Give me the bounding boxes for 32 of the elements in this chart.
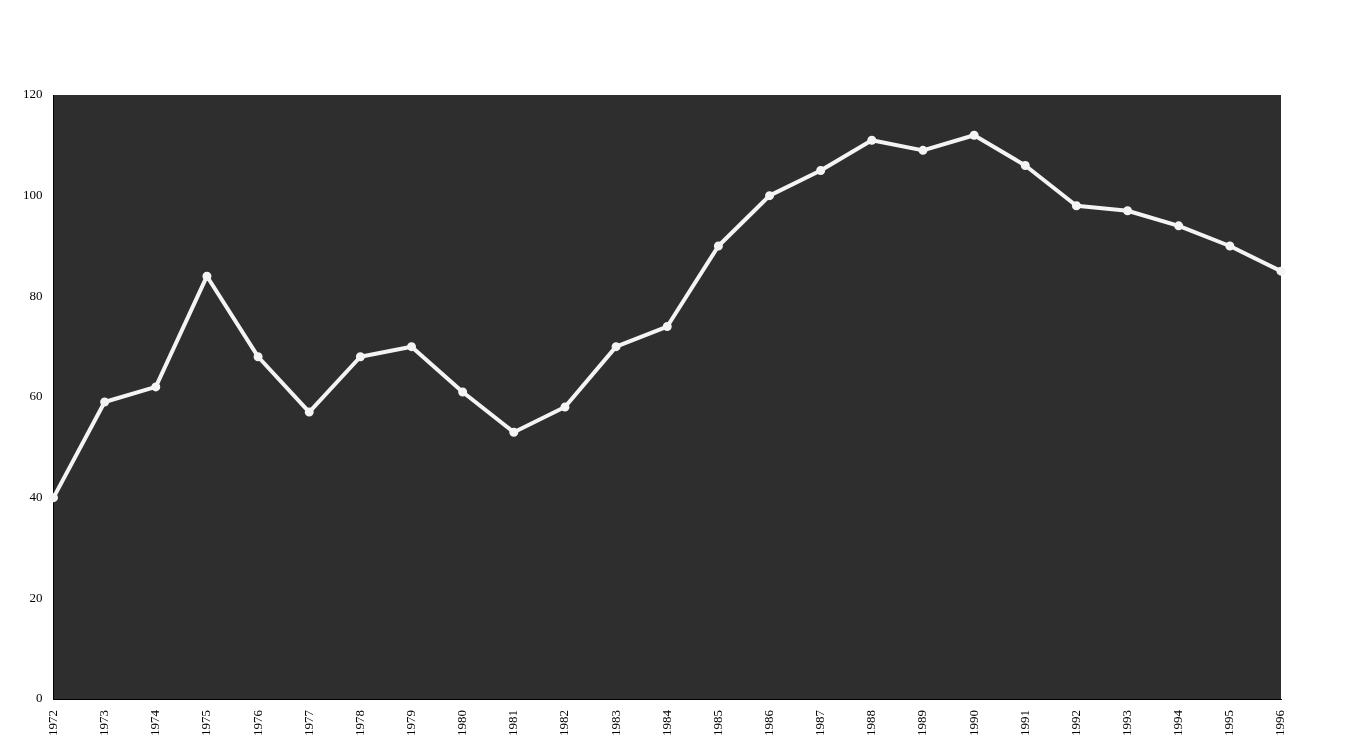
x-tick-label: 1973 — [96, 710, 112, 736]
y-tick-label: 100 — [23, 187, 43, 203]
x-tick-label: 1979 — [402, 710, 418, 736]
x-tick-label: 1996 — [1272, 709, 1288, 736]
y-tick-label: 40 — [29, 489, 43, 505]
y-tick-label: 20 — [29, 589, 43, 605]
x-tick-label: 1986 — [760, 709, 776, 736]
x-tick-label: 1993 — [1118, 710, 1134, 736]
x-tick-label: 1977 — [300, 709, 316, 736]
y-tick-label: 120 — [23, 86, 43, 102]
x-tick-label: 1988 — [863, 710, 879, 736]
x-tick-label: 1990 — [965, 710, 981, 736]
x-tick-label: 1974 — [147, 709, 163, 736]
x-tick-label: 1995 — [1221, 710, 1237, 736]
x-tick-label: 1987 — [812, 709, 828, 736]
y-tick-label: 80 — [29, 287, 43, 303]
x-tick-label: 1978 — [351, 710, 367, 736]
x-tick-label: 1983 — [607, 710, 623, 736]
x-tick-label: 1976 — [249, 709, 265, 736]
x-tick-label: 1982 — [556, 710, 572, 736]
x-tick-label: 1994 — [1170, 709, 1186, 736]
x-tick-label: 1975 — [198, 710, 214, 736]
x-tick-label: 1989 — [914, 710, 930, 736]
x-tick-label: 1984 — [658, 709, 674, 736]
x-tick-label: 1985 — [709, 710, 725, 736]
x-tick-label: 1972 — [44, 710, 60, 736]
x-tick-label: 1980 — [454, 710, 470, 736]
x-tick-label: 1991 — [1016, 710, 1032, 736]
y-tick-label: 60 — [29, 388, 43, 404]
x-tick-label: 1981 — [505, 710, 521, 736]
x-tick-label: 1992 — [1067, 710, 1083, 736]
y-tick-label: 0 — [36, 690, 43, 706]
